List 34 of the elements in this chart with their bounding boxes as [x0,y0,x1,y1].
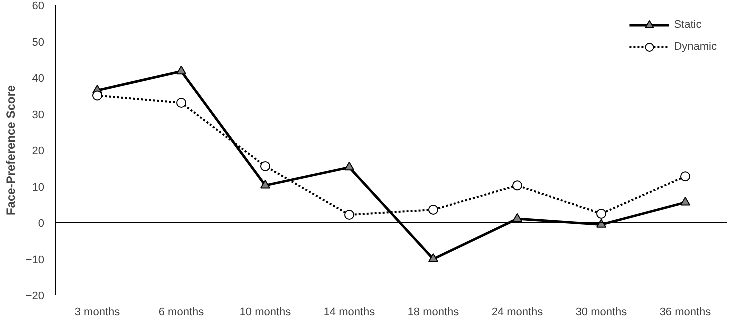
x-tick-label: 36 months [660,306,712,318]
y-tick-label: −10 [26,254,45,266]
x-tick-label: 18 months [408,306,460,318]
point [512,213,522,222]
point [176,66,186,75]
legend-label: Static [674,19,702,31]
point [176,98,186,108]
point [344,210,354,220]
point [92,90,102,101]
x-tick-label: 14 months [324,306,376,318]
point [344,162,354,171]
x-tick-label: 24 months [492,306,544,318]
y-tick-label: −20 [26,290,45,302]
x-tick-label: 10 months [240,306,292,318]
y-tick-label: 30 [32,109,45,122]
y-tick-label: 20 [32,146,45,158]
x-tick-label: 30 months [576,306,628,318]
point [512,180,522,191]
y-tick-label: 10 [32,182,45,194]
point [260,161,270,172]
y-axis-title: Face-Preference Score [4,85,18,216]
point [260,180,270,189]
point [428,254,438,262]
point [428,204,438,215]
x-tick-label: 6 months [158,306,205,318]
y-tick-label: 0 [38,218,45,230]
point [680,197,690,206]
legend-label: Dynamic [674,41,717,53]
y-tick-label: 40 [32,73,45,85]
x-tick-label: 3 months [74,306,121,318]
y-tick-label: 60 [32,0,45,12]
point [680,172,690,182]
point [596,208,606,219]
y-tick-label: 50 [32,36,45,49]
